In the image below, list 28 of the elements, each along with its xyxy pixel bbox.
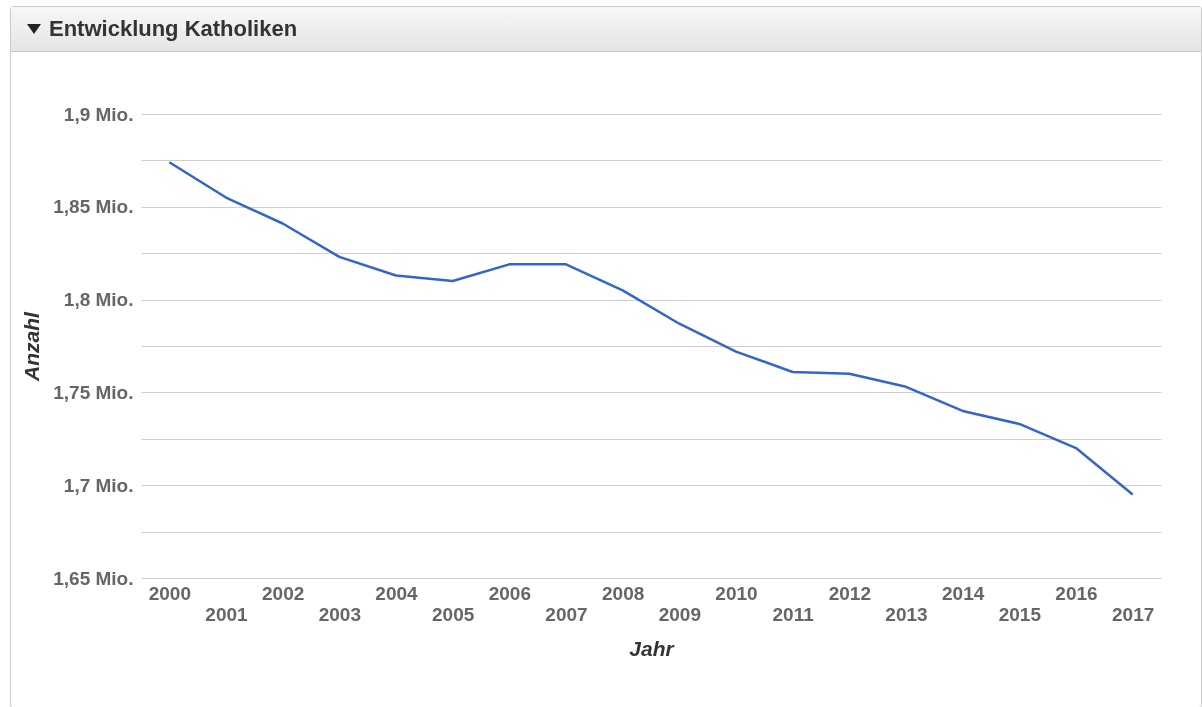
x-tick-label: 2011 — [772, 603, 815, 625]
x-tick-label: 2014 — [942, 582, 985, 604]
y-tick-label: 1,85 Mio. — [53, 196, 134, 218]
x-tick-label: 2010 — [715, 582, 758, 604]
y-tick-label: 1,9 Mio. — [63, 103, 134, 125]
x-axis-title: Jahr — [629, 636, 676, 660]
x-tick-label: 2000 — [148, 582, 191, 604]
y-axis-title: Anzahl — [20, 310, 44, 382]
x-tick-label: 2013 — [885, 603, 928, 625]
y-tick-label: 1,8 Mio. — [63, 289, 134, 311]
x-tick-label: 2016 — [1055, 582, 1098, 604]
x-tick-label: 2001 — [205, 603, 249, 625]
x-tick-label: 2003 — [318, 603, 361, 625]
y-tick-label: 1,7 Mio. — [63, 474, 134, 496]
x-tick-label: 2009 — [658, 603, 701, 625]
chart-title: Entwicklung Katholiken — [49, 16, 298, 42]
y-tick-label: 1,65 Mio. — [53, 567, 134, 589]
x-tick-label: 2007 — [545, 603, 588, 625]
x-tick-label: 2005 — [432, 603, 475, 625]
y-tick-label: 1,75 Mio. — [53, 381, 134, 403]
line-series — [168, 161, 1134, 496]
x-tick-label: 2004 — [375, 582, 419, 604]
x-tick-label: 2012 — [828, 582, 871, 604]
x-tick-label: 2017 — [1112, 603, 1155, 625]
x-tick-label: 2015 — [998, 603, 1042, 625]
x-tick-label: 2002 — [262, 582, 305, 604]
x-tick-label: 2006 — [488, 582, 531, 604]
x-tick-label: 2008 — [602, 582, 645, 604]
